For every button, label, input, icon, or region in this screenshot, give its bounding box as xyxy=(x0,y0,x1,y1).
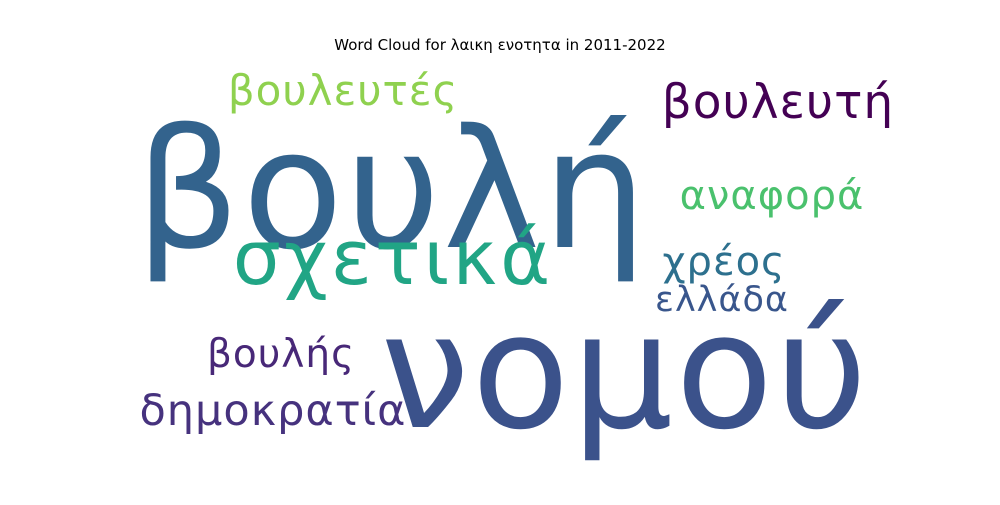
word-3: σχετικά xyxy=(233,213,554,302)
word-9: χρέος xyxy=(662,239,785,285)
word-5: βουλευτή xyxy=(662,75,894,130)
word-8: βουλής xyxy=(207,332,355,377)
word-1: βουλή xyxy=(135,94,649,286)
word-2: νομού xyxy=(380,278,870,465)
chart-title: Word Cloud for λαικη ενοτητα in 2011-202… xyxy=(334,36,666,54)
word-6: αναφορά xyxy=(680,173,865,219)
word-7: δημοκρατία xyxy=(140,386,407,436)
word-10: ελλάδα xyxy=(655,280,789,320)
word-4: βουλευτές xyxy=(228,66,458,115)
